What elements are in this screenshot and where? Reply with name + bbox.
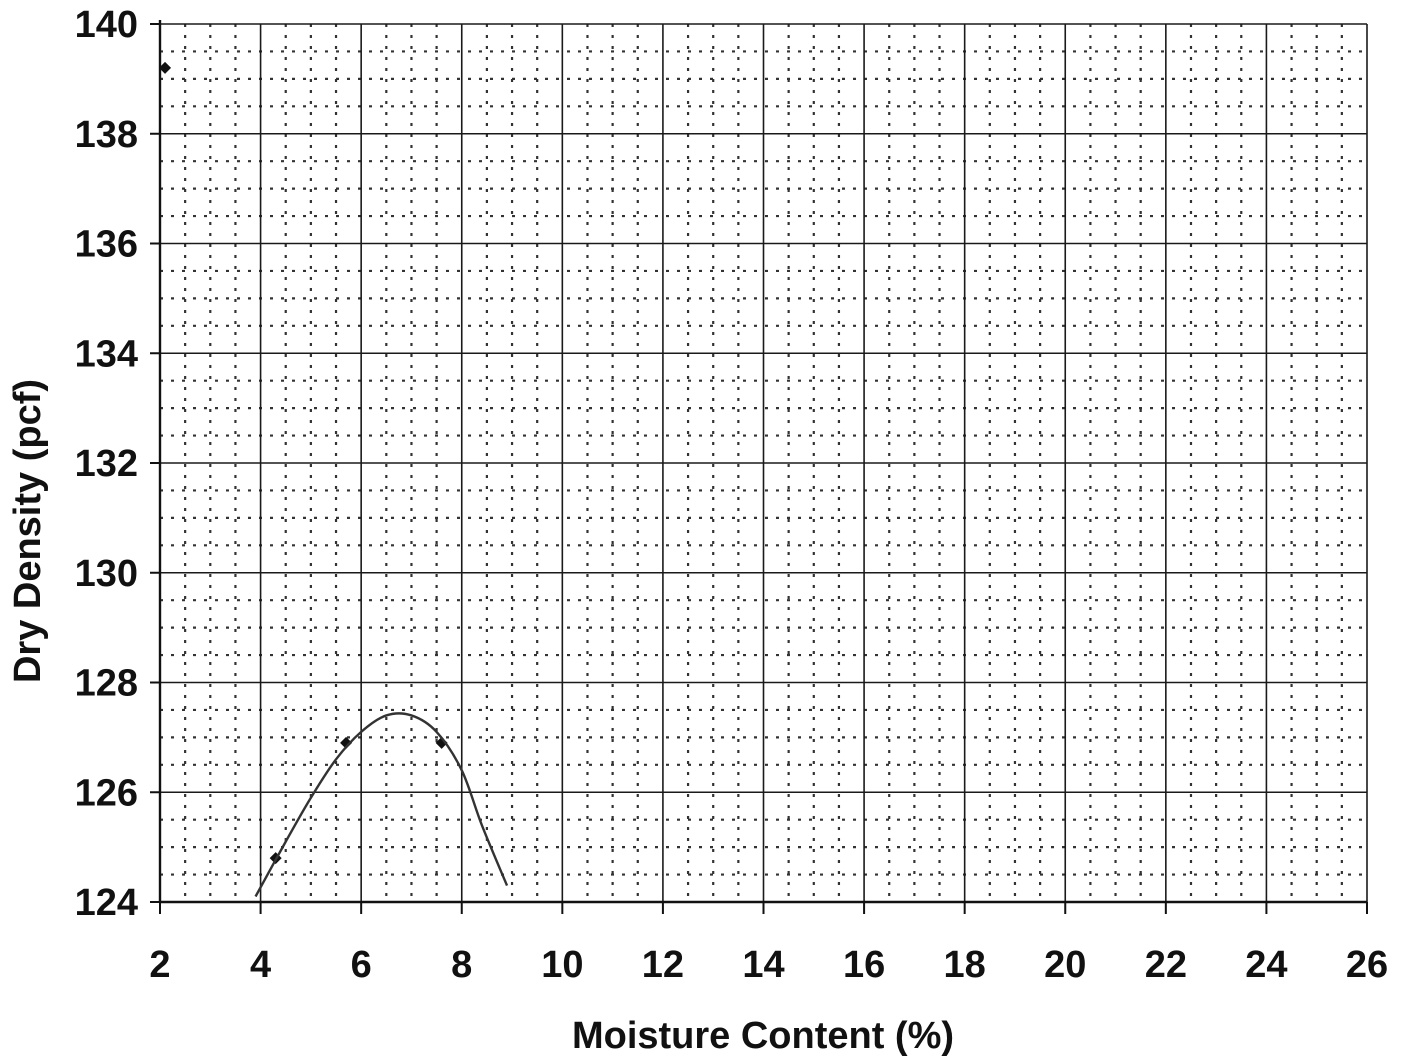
y-axis-label: Dry Density (pcf) [7, 379, 49, 683]
y-tick-label: 136 [75, 224, 138, 266]
x-tick-label: 8 [451, 944, 472, 986]
x-axis-label: Moisture Content (%) [572, 1015, 954, 1057]
x-tick-label: 26 [1346, 944, 1388, 986]
data-point [159, 61, 172, 74]
x-tick-label: 22 [1145, 944, 1187, 986]
x-tick-labels: 2 4 6 8 10 12 14 16 18 20 22 24 26 [149, 944, 1388, 986]
x-tick-label: 20 [1044, 944, 1086, 986]
y-tick-label: 126 [75, 772, 138, 814]
y-tick-label: 124 [75, 882, 138, 924]
y-tick-label: 140 [75, 4, 138, 46]
series [159, 61, 509, 898]
x-tick-label: 4 [250, 944, 271, 986]
fit-curve [254, 712, 509, 898]
major-grid [159, 23, 1368, 903]
y-tick-label: 128 [75, 663, 138, 705]
x-tick-label: 14 [742, 944, 784, 986]
x-tick-label: 16 [843, 944, 885, 986]
x-tick-label: 18 [944, 944, 986, 986]
data-point [340, 736, 353, 749]
y-tick-label: 138 [75, 114, 138, 156]
y-tick-label: 132 [75, 443, 138, 485]
x-tick-label: 12 [642, 944, 684, 986]
x-tick-label: 2 [149, 944, 170, 986]
y-tick-label: 130 [75, 553, 138, 595]
x-tick-label: 24 [1245, 944, 1287, 986]
x-tick-label: 6 [351, 944, 372, 986]
y-tick-labels: 124 126 128 130 132 134 136 138 140 [75, 4, 138, 924]
axes [150, 20, 1368, 914]
x-tick-label: 10 [541, 944, 583, 986]
y-tick-label: 134 [75, 333, 138, 375]
